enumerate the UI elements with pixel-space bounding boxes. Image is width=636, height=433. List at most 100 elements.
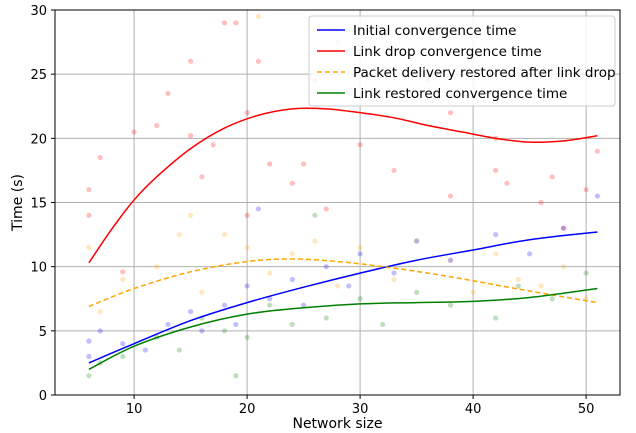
scatter-point [346, 283, 352, 289]
scatter-point [86, 338, 92, 344]
scatter-point [470, 289, 476, 295]
scatter-point [244, 244, 250, 251]
scatter-point [538, 283, 544, 289]
scatter-point [188, 133, 194, 139]
scatter-point [221, 302, 228, 308]
scatter-point [97, 328, 103, 334]
legend: Initial convergence time Link drop conver… [308, 15, 616, 107]
scatter-point [447, 110, 454, 116]
y-tick-label: 10 [30, 261, 47, 276]
scatter-point [380, 321, 386, 328]
scatter-point [414, 289, 420, 295]
scatter-point [120, 276, 126, 283]
scatter-point [188, 308, 194, 315]
scatter-point [120, 341, 126, 347]
scatter-point [357, 142, 363, 148]
scatter-point [221, 20, 228, 26]
scatter-point [447, 257, 454, 263]
scatter-point [86, 187, 92, 193]
scatter-point [255, 13, 261, 20]
scatter-point [165, 90, 171, 97]
scatter-point [334, 283, 341, 289]
scatter-point [594, 148, 601, 154]
scatter-point [199, 328, 205, 334]
scatter-point [560, 225, 567, 231]
scatter-point [391, 270, 397, 276]
scatter-point [86, 353, 92, 360]
scatter-point [244, 212, 250, 218]
y-tick-label: 5 [39, 325, 47, 340]
scatter-point [323, 206, 329, 212]
axis-ticks: 10 20 30 40 50 0 5 10 15 20 25 30 [30, 4, 594, 417]
legend-box [308, 15, 616, 107]
scatter-point [176, 231, 182, 238]
scatter-point [527, 251, 533, 257]
scatter-point [312, 212, 318, 218]
scatter-point [414, 238, 420, 244]
scatter-point [188, 58, 194, 64]
x-tick-label: 30 [352, 402, 369, 417]
x-tick-label: 10 [126, 402, 143, 417]
scatter-point [131, 129, 137, 135]
scatter-point [244, 334, 250, 340]
y-tick-label: 20 [30, 132, 47, 147]
scatter-point [549, 174, 555, 180]
series-line-3 [88, 287, 598, 371]
scatter-point [323, 264, 329, 270]
x-tick-label: 40 [465, 402, 482, 417]
scatter-points [86, 13, 601, 379]
scatter-point [493, 231, 499, 238]
scatter-point [120, 353, 126, 360]
scatter-point [447, 257, 454, 263]
scatter-point [244, 110, 250, 116]
scatter-point [357, 244, 363, 251]
scatter-point [142, 347, 148, 353]
scatter-point [233, 321, 239, 328]
scatter-point [493, 251, 499, 257]
scatter-point [493, 315, 499, 321]
scatter-point [255, 206, 261, 212]
y-axis-label: Time (s) [10, 174, 26, 232]
scatter-point [289, 321, 295, 328]
scatter-point [538, 199, 544, 206]
scatter-point [233, 20, 239, 26]
scatter-point [447, 193, 454, 199]
scatter-point [199, 174, 205, 180]
y-tick-label: 0 [39, 389, 47, 404]
scatter-point [233, 373, 239, 379]
scatter-point [504, 180, 510, 186]
scatter-point [221, 328, 228, 334]
x-axis-label: Network size [292, 416, 382, 432]
scatter-point [97, 154, 103, 161]
scatter-point [86, 212, 92, 218]
scatter-point [301, 161, 307, 167]
scatter-point [357, 296, 363, 302]
scatter-point [188, 212, 194, 218]
scatter-point [86, 373, 92, 379]
scatter-point [97, 308, 103, 315]
legend-label: Link restored convergence time [353, 86, 567, 102]
scatter-point [244, 283, 250, 289]
scatter-point [391, 167, 397, 174]
scatter-point [267, 302, 273, 308]
legend-label: Link drop convergence time [353, 44, 542, 60]
scatter-point [583, 270, 589, 276]
scatter-point [323, 315, 329, 321]
scatter-point [289, 180, 295, 186]
scatter-point [414, 238, 420, 244]
scatter-point [176, 347, 182, 353]
series-line-0 [88, 231, 598, 364]
scatter-point [210, 142, 216, 148]
y-tick-label: 30 [30, 4, 47, 19]
scatter-point [289, 251, 295, 257]
scatter-point [267, 270, 273, 276]
x-tick-label: 20 [239, 402, 256, 417]
scatter-point [86, 244, 92, 251]
scatter-point [154, 122, 160, 129]
scatter-point [154, 264, 160, 270]
scatter-point [594, 193, 601, 199]
series-line-1 [88, 107, 598, 264]
scatter-point [515, 276, 521, 283]
y-tick-label: 25 [30, 68, 47, 83]
